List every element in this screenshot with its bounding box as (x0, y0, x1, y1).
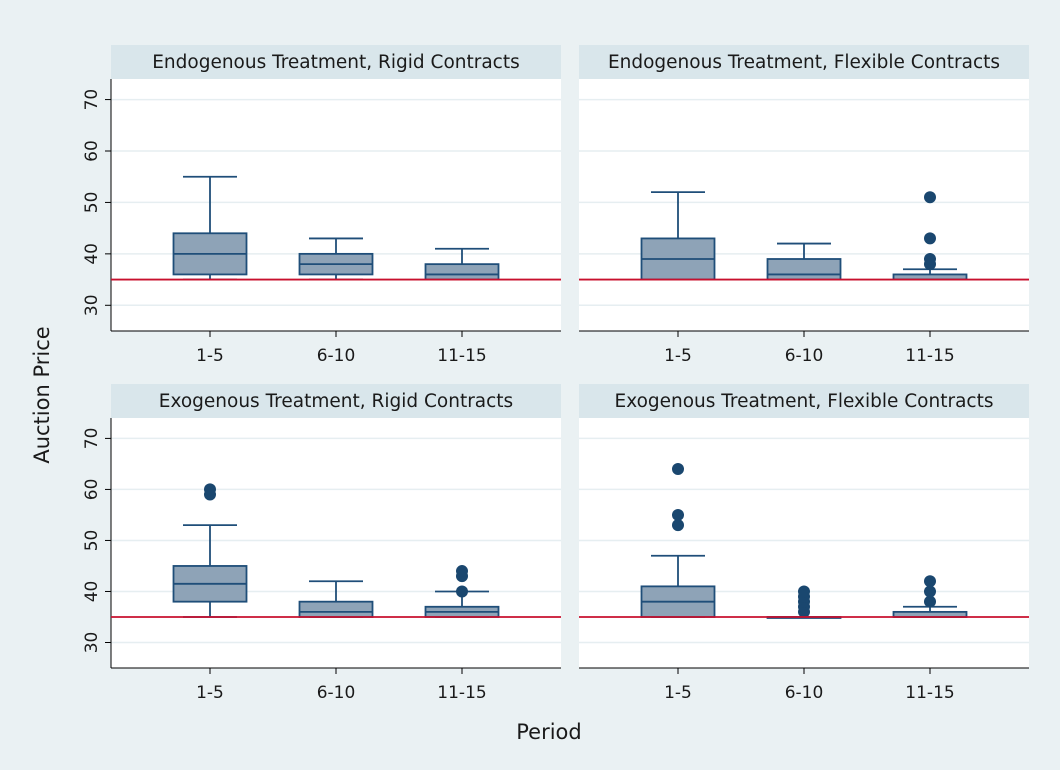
outlier-point (924, 595, 936, 608)
y-tick-label: 30 (82, 294, 102, 316)
panel-title: Endogenous Treatment, Rigid Contracts (152, 52, 520, 73)
outlier-point (924, 575, 936, 588)
x-tick-label: 11-15 (905, 346, 954, 366)
panel-3: Exogenous Treatment, Rigid Contracts 30 40… (82, 384, 561, 703)
x-tick-label: 11-15 (437, 683, 486, 703)
outlier-point (924, 232, 936, 245)
x-tick-label: 6-10 (785, 346, 824, 366)
outlier-point (672, 508, 684, 521)
panel-title: Exogenous Treatment, Rigid Contracts (159, 391, 513, 412)
outlier-point (924, 191, 936, 204)
panel-title: Endogenous Treatment, Flexible Contracts (608, 52, 1000, 73)
panel-header (111, 45, 561, 79)
panel-2: Endogenous Treatment, Flexible Contracts… (579, 45, 1029, 366)
x-tick-label: 1-5 (664, 683, 692, 703)
box-iqr (766, 258, 842, 281)
y-tick-label: 60 (82, 140, 102, 162)
x-axis-title: Period (516, 720, 581, 744)
plot-area (579, 418, 1029, 668)
y-tick-label: 40 (82, 581, 102, 603)
box-iqr (298, 600, 374, 618)
plot-area (111, 418, 561, 668)
y-tick-label: 50 (82, 192, 102, 214)
outlier-point (924, 585, 936, 598)
x-tick-label: 6-10 (785, 683, 824, 703)
y-tick-label: 70 (82, 89, 102, 111)
box-1-5 (640, 463, 716, 618)
y-tick-label: 50 (82, 530, 102, 552)
x-tick-label: 11-15 (437, 346, 486, 366)
outlier-point (672, 463, 684, 476)
box-iqr (424, 263, 500, 281)
outlier-point (798, 585, 810, 598)
x-tick-label: 6-10 (317, 346, 356, 366)
panel-4: Exogenous Treatment, Flexible Contracts 1… (579, 384, 1029, 703)
y-tick-label: 60 (82, 479, 102, 501)
outlier-point (672, 519, 684, 532)
outlier-point (456, 565, 468, 578)
outlier-point (924, 253, 936, 265)
plot-area (111, 79, 561, 331)
box-1-5 (172, 483, 248, 618)
panel-header (579, 45, 1029, 79)
y-tick-label: 40 (82, 243, 102, 265)
panel-header (111, 384, 561, 418)
y-axis-title: Auction Price (30, 326, 54, 463)
x-tick-label: 1-5 (196, 683, 224, 703)
outlier-point (204, 483, 216, 496)
y-tick-label: 30 (82, 632, 102, 654)
x-tick-label: 1-5 (196, 346, 224, 366)
panel-header (579, 384, 1029, 418)
outlier-point (456, 585, 468, 598)
y-tick-label: 70 (82, 428, 102, 450)
x-tick-label: 1-5 (664, 346, 692, 366)
plot-area (579, 79, 1029, 331)
panel-title: Exogenous Treatment, Flexible Contracts (615, 391, 994, 412)
x-tick-label: 6-10 (317, 683, 356, 703)
x-tick-label: 11-15 (905, 683, 954, 703)
panel-1: Endogenous Treatment, Rigid Contracts 30 4… (82, 45, 561, 366)
